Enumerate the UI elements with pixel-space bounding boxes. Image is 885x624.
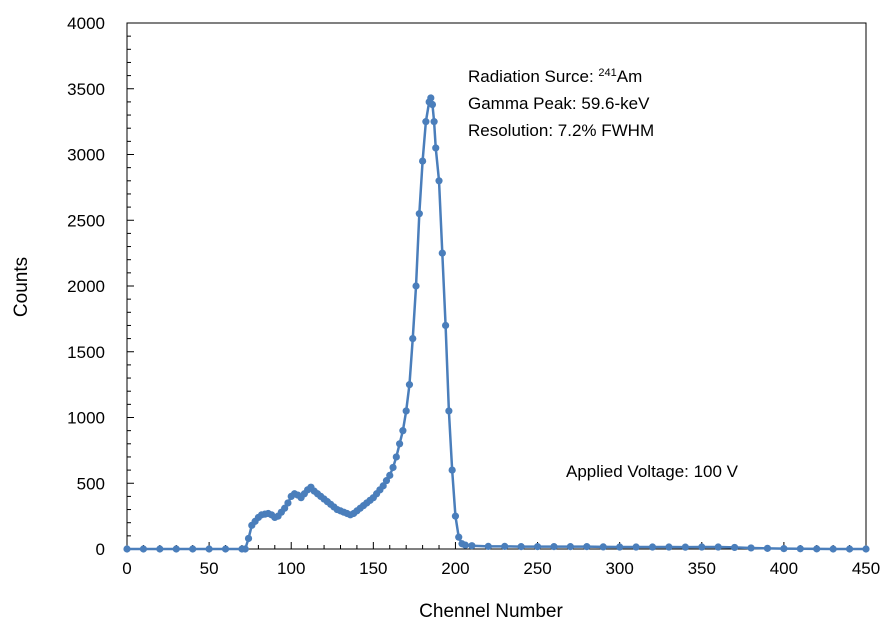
data-point — [392, 453, 400, 461]
data-point — [599, 543, 607, 551]
data-point — [763, 544, 772, 552]
y-tick-label: 3500 — [67, 80, 105, 99]
data-point — [156, 545, 164, 553]
data-point — [829, 545, 837, 553]
data-point — [468, 542, 476, 550]
annotation-radiation-source: Radiation Surce: 241Am — [468, 67, 642, 86]
data-point — [412, 282, 420, 290]
y-axis-title: Counts — [11, 257, 32, 317]
annotation-radiation-source-prefix: Radiation Surce: — [468, 67, 598, 86]
y-tick-label: 4000 — [67, 14, 105, 33]
data-point — [399, 427, 407, 435]
data-point — [205, 545, 213, 553]
data-point — [241, 545, 249, 553]
data-point — [221, 545, 230, 553]
data-point — [396, 440, 404, 448]
data-point — [583, 543, 591, 551]
data-point — [648, 543, 657, 551]
y-tick-label: 500 — [77, 474, 105, 493]
data-point — [409, 335, 417, 343]
data-point — [796, 545, 804, 553]
annotation-radiation-source-element: Am — [617, 67, 643, 86]
data-point — [616, 543, 624, 551]
data-point — [517, 543, 525, 551]
data-point — [402, 407, 410, 415]
data-point — [428, 100, 437, 109]
data-point — [432, 144, 440, 152]
x-axis-title: Chennel Number — [419, 601, 563, 622]
x-tick-label: 400 — [770, 559, 798, 578]
data-point — [123, 545, 131, 553]
data-point — [501, 542, 509, 550]
data-point — [430, 118, 438, 126]
data-point — [379, 482, 387, 490]
data-point — [172, 545, 180, 553]
data-point — [632, 543, 640, 551]
x-tick-label: 50 — [200, 559, 219, 578]
data-point — [813, 545, 821, 553]
data-point — [139, 545, 148, 553]
data-point — [445, 407, 453, 415]
data-point — [484, 542, 492, 550]
data-point — [681, 543, 689, 551]
data-point — [698, 543, 706, 551]
data-point — [389, 463, 397, 472]
y-tick-label: 0 — [96, 540, 105, 559]
data-point — [461, 541, 469, 549]
x-tick-label: 250 — [523, 559, 551, 578]
data-point — [415, 210, 423, 218]
y-tick-label: 1000 — [67, 409, 105, 428]
data-point — [386, 471, 394, 479]
data-point — [714, 543, 722, 551]
data-point — [533, 543, 542, 551]
data-point — [405, 381, 414, 389]
x-tick-label: 450 — [852, 559, 880, 578]
series-line — [127, 93, 866, 551]
y-tick-label: 1500 — [67, 343, 105, 362]
annotation-resolution: Resolution: 7.2% FWHM — [468, 121, 654, 140]
data-point — [281, 504, 289, 512]
annotation-gamma-peak: Gamma Peak: 59.6-keV — [468, 94, 650, 113]
data-point — [451, 512, 460, 520]
data-point — [435, 177, 443, 185]
series-points — [123, 94, 870, 553]
data-point — [382, 477, 391, 485]
x-tick-label: 350 — [688, 559, 716, 578]
x-tick-label: 0 — [122, 559, 131, 578]
data-point — [780, 545, 788, 553]
data-point — [845, 545, 854, 553]
data-point — [665, 543, 673, 551]
data-point — [441, 321, 450, 330]
x-axis-tick-labels: 0 50 100 150 200 250 300 350 400 450 — [122, 559, 880, 578]
data-point — [422, 118, 430, 126]
y-axis-tick-labels: 0 500 1000 1500 2000 2500 3000 3500 4000 — [67, 14, 105, 559]
data-point — [419, 157, 427, 165]
data-point — [438, 249, 446, 257]
data-point — [862, 545, 870, 553]
annotation-radiation-source-mass: 241 — [598, 67, 616, 79]
data-point — [566, 543, 575, 551]
y-tick-label: 2500 — [67, 211, 105, 230]
y-tick-label: 2000 — [67, 277, 105, 296]
x-tick-label: 300 — [605, 559, 633, 578]
x-tick-label: 100 — [277, 559, 305, 578]
x-tick-label: 200 — [441, 559, 469, 578]
data-point — [448, 466, 456, 474]
data-point — [244, 534, 253, 543]
x-tick-label: 150 — [359, 559, 387, 578]
data-point — [427, 94, 435, 102]
data-point — [550, 543, 558, 551]
data-point — [747, 544, 755, 552]
data-point — [455, 533, 463, 541]
y-axis-ticks — [127, 22, 134, 550]
annotation-voltage: Applied Voltage: 100 V — [566, 462, 739, 481]
data-point — [731, 543, 739, 552]
data-point — [284, 499, 292, 507]
y-tick-label: 3000 — [67, 146, 105, 165]
data-point — [189, 545, 197, 553]
